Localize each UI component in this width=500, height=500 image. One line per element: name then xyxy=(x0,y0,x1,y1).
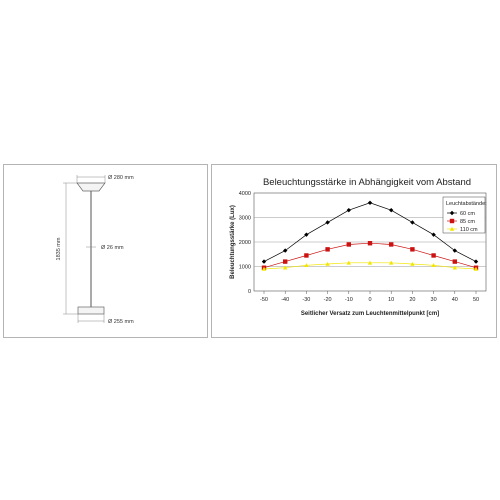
legend-marker xyxy=(449,210,455,216)
legend: Leuchtabstände: 60 cm 85 cm 110 cm xyxy=(442,196,487,234)
data-point xyxy=(261,266,267,271)
top-diameter-label: Ø 280 mm xyxy=(108,175,134,181)
legend-label: 110 cm xyxy=(460,227,478,233)
y-tick-label: 3000 xyxy=(239,216,251,222)
data-point xyxy=(431,232,436,237)
legend-box xyxy=(442,196,486,234)
illuminance-chart: Beleuchtungsstärke in Abhängigkeit vom A… xyxy=(230,177,487,317)
series-layer xyxy=(261,200,479,271)
data-point xyxy=(410,220,415,225)
x-axis-title: Seitlicher Versatz zum Leuchtenmittelpun… xyxy=(301,311,439,317)
data-point xyxy=(367,200,373,205)
data-point xyxy=(452,248,457,253)
legend-label: 85 cm xyxy=(460,219,475,225)
x-tick-label: 0 xyxy=(368,297,371,303)
data-point xyxy=(325,220,330,225)
data-point xyxy=(431,263,436,268)
stem-diameter-label: Ø 26 mm xyxy=(101,245,124,251)
x-tick-label: -10 xyxy=(345,297,353,303)
data-point xyxy=(283,248,288,253)
series-0 xyxy=(261,200,479,264)
data-point xyxy=(325,247,330,252)
lamp-drawing: Ø 280 mm Ø 26 mm 1835 mm Ø 255 mm xyxy=(56,175,134,325)
x-tick-label: 20 xyxy=(409,297,415,303)
lamp-shade xyxy=(76,182,106,192)
x-tick-label: -50 xyxy=(260,297,268,303)
x-tick-label: 50 xyxy=(473,297,479,303)
data-point xyxy=(473,266,479,271)
data-point xyxy=(410,247,415,252)
data-point xyxy=(304,263,309,268)
data-point xyxy=(346,242,351,247)
data-point xyxy=(304,253,309,258)
data-point xyxy=(410,261,415,266)
y-tick-label: 2000 xyxy=(239,240,251,246)
data-point xyxy=(473,259,479,264)
data-point xyxy=(261,259,267,264)
x-tick-label: -20 xyxy=(324,297,332,303)
legend-title: Leuchtabstände: xyxy=(446,201,487,207)
lamp-drawing-panel: Ø 280 mm Ø 26 mm 1835 mm Ø 255 mm xyxy=(3,164,208,338)
data-point xyxy=(452,265,457,270)
x-tick-label: -30 xyxy=(302,297,310,303)
lamp-base xyxy=(77,306,105,315)
y-tick-label: 4000 xyxy=(239,191,251,197)
data-point xyxy=(304,232,309,237)
data-point xyxy=(367,241,373,246)
data-point xyxy=(346,207,351,213)
data-point xyxy=(389,260,394,265)
x-tick-label: 40 xyxy=(452,297,458,303)
data-point xyxy=(431,253,436,258)
y-axis-title: Beleuchtungsstärke (Lux) xyxy=(230,205,236,279)
data-point xyxy=(452,259,457,264)
chart-title: Beleuchtungsstärke in Abhängigkeit vom A… xyxy=(263,177,471,188)
legend-marker xyxy=(449,218,455,224)
data-point xyxy=(389,242,394,247)
tick-layer: 0 1000 2000 3000 4000 -50 -40 -30 -20 -10 0 10 20 30 4… xyxy=(239,191,479,303)
data-point xyxy=(283,259,288,264)
height-label: 1835 mm xyxy=(56,237,62,260)
data-point xyxy=(367,260,373,265)
legend-label: 60 cm xyxy=(460,211,475,217)
legend-marker xyxy=(449,226,455,231)
y-tick-label: 1000 xyxy=(239,265,251,271)
x-tick-label: 30 xyxy=(431,297,437,303)
legend-items: 60 cm 85 cm 110 cm xyxy=(447,210,478,233)
data-point xyxy=(346,260,351,265)
x-tick-label: 10 xyxy=(388,297,394,303)
data-point xyxy=(389,207,394,213)
data-point xyxy=(325,261,330,266)
chart-panel: Beleuchtungsstärke in Abhängigkeit vom A… xyxy=(211,164,497,338)
series-2 xyxy=(261,260,479,271)
y-tick-label: 0 xyxy=(248,289,251,295)
data-point xyxy=(283,265,288,270)
base-diameter-label: Ø 255 mm xyxy=(108,319,134,325)
x-tick-label: -40 xyxy=(281,297,289,303)
